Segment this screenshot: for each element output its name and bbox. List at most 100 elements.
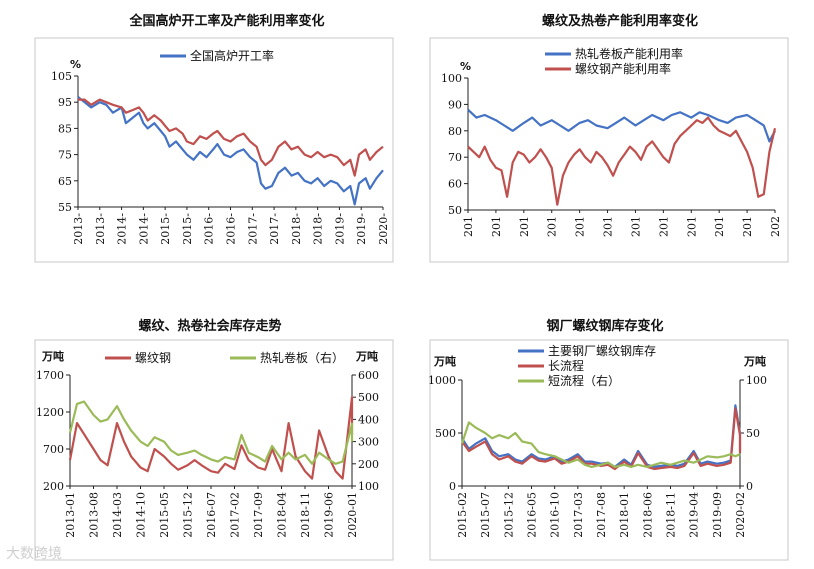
y-tick-label-right: 50 [746,427,760,440]
x-tick-label: 201 [490,216,503,237]
y-tick-label: 60 [448,178,462,191]
x-tick-label: 201 [685,216,698,237]
series-line-3-2 [68,400,354,465]
x-tick-label: 2017- [268,213,281,245]
x-tick-label: 2017- [246,213,259,245]
x-tick-label: 2019-04 [688,492,701,538]
x-tick-label: 2018- [290,213,303,245]
x-tick-label: 2017-09 [252,492,265,538]
x-tick-label: 2018-11 [665,492,678,538]
series-line-4-3 [460,421,741,468]
x-tick-label: 2013-01 [64,492,77,538]
x-tick-label: 2020-01 [346,492,359,538]
chart-frame-3 [34,339,394,561]
legend-label: 热轧卷板（右） [260,350,344,365]
y-tick-label: 0 [449,480,456,493]
series-line-4-2 [461,407,742,471]
y-tick-label-right: 100 [358,480,379,493]
x-tick-label: 2015- [181,213,194,245]
x-tick-label: 201 [574,216,587,237]
chart-title-blast-furnace: 全国高炉开工率及产能利用率变化 [129,14,325,29]
y-tick-label: 1000 [428,374,456,387]
x-tick-label: 2015-12 [182,492,195,538]
x-tick-label: 202 [769,216,782,237]
legend-label: 主要钢厂螺纹钢库存 [548,343,656,358]
y-unit-label-right: 万吨 [743,354,766,368]
legend-label: 长流程 [548,358,584,373]
x-tick-label: 2014-03 [111,492,124,538]
series-line-2-2 [467,116,777,206]
x-tick-label: 2020-02 [734,492,747,538]
x-tick-label: 2016- [203,213,216,245]
chart-title-social-inventory: 螺纹、热卷社会库存走势 [138,319,282,334]
y-tick-label-right: 0 [746,480,753,493]
y-tick-label: 1200 [36,406,64,419]
x-tick-label: 201 [657,216,670,237]
x-tick-label: 2019- [355,213,368,245]
chart-frame-4 [429,339,789,561]
x-tick-label: 2018-11 [299,492,312,538]
y-tick-label-right: 500 [358,391,379,404]
chart-title-capacity: 螺纹及热卷产能利用率变化 [541,14,698,29]
legend-label: 螺纹钢产能利用率 [575,61,671,76]
y-tick-label: 100 [441,72,462,85]
x-tick-label: 201 [602,216,615,237]
y-tick-label: 90 [448,98,462,111]
y-tick-label: 50 [448,204,462,217]
y-tick-label: 85 [58,122,72,135]
y-tick-label: 200 [43,480,64,493]
x-tick-label: 2014- [137,213,150,245]
y-tick-label: 75 [58,149,72,162]
y-tick-label: 700 [43,443,64,456]
x-tick-label: 2016-05 [526,492,539,538]
watermark-logo: 大数跨境 [6,546,62,562]
x-tick-label: 201 [546,216,559,237]
series-line-1-2 [78,98,384,177]
y-tick-label-right: 200 [358,458,379,471]
x-tick-label: 201 [713,216,726,237]
x-tick-label: 2017-03 [572,492,585,538]
y-unit-label: % [460,60,471,73]
x-tick-label: 201 [629,216,642,237]
y-unit-label-left: 万吨 [433,354,456,368]
x-tick-label: 2019-06 [323,492,336,538]
y-tick-label-right: 100 [746,374,767,387]
y-unit-label-right: 万吨 [355,349,378,363]
series-line-2-1 [467,108,776,143]
y-tick-label: 1700 [36,369,64,382]
y-tick-label: 65 [58,175,72,188]
x-tick-label: 2017-08 [595,492,608,538]
legend-label: 短流程（右） [548,373,620,388]
y-tick-label: 105 [51,70,72,83]
x-tick-label: 2013-08 [88,492,101,538]
x-tick-label: 2014- [116,213,129,245]
y-tick-label: 70 [448,151,462,164]
y-tick-label: 500 [435,427,456,440]
x-tick-label: 201 [518,216,531,237]
x-tick-label: 2013- [72,213,85,245]
x-tick-label: 2020- [377,213,390,245]
x-tick-label: 2017-02 [229,492,242,538]
x-tick-label: 2019-09 [711,492,724,538]
x-tick-label: 2016- [225,213,238,245]
x-tick-label: 201 [741,216,754,237]
x-tick-label: 2018- [312,213,325,245]
chart-frame-1 [34,37,394,263]
x-tick-label: 2019- [333,213,346,245]
x-tick-label: 2018-04 [276,492,289,538]
x-tick-label: 2015-12 [502,492,515,538]
x-tick-label: 2016-10 [549,492,562,538]
y-tick-label: 55 [58,201,72,214]
y-unit-label-left: 万吨 [41,349,64,363]
chart-title-mill-inventory: 钢厂螺纹钢库存变化 [546,319,664,334]
series-line-1-1 [77,96,384,206]
x-tick-label: 2013- [94,213,107,245]
x-tick-label: 2018-01 [618,492,631,538]
y-tick-label: 95 [58,96,72,109]
x-tick-label: 2015-02 [456,492,469,538]
legend-label: 全国高炉开工率 [190,48,274,63]
legend-label: 螺纹钢 [135,351,171,365]
x-tick-label: 201 [462,216,475,237]
y-tick-label-right: 400 [358,413,379,426]
y-unit-label: % [70,58,81,71]
